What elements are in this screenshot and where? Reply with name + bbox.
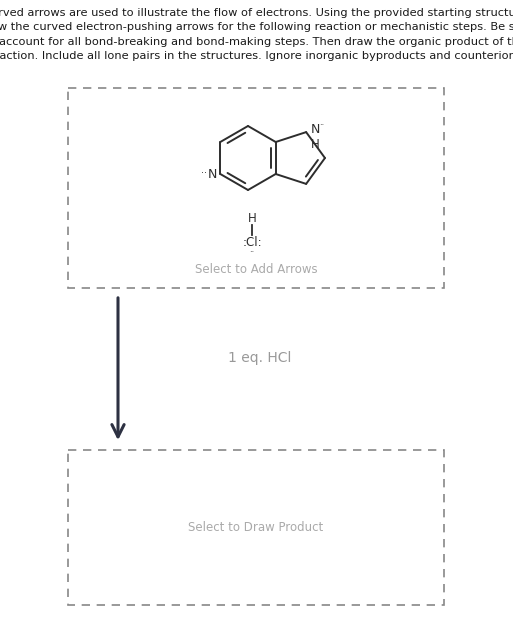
Text: N: N — [208, 169, 217, 182]
Text: ··: ·· — [249, 249, 254, 258]
Text: ··: ·· — [201, 168, 207, 178]
Text: N: N — [310, 123, 320, 136]
Text: Select to Add Arrows: Select to Add Arrows — [195, 263, 318, 276]
Text: :Cl:: :Cl: — [242, 236, 262, 249]
Text: H: H — [248, 211, 256, 225]
Text: H: H — [311, 137, 320, 151]
Bar — [68, 88, 444, 288]
Bar — [68, 450, 444, 605]
Text: ··: ·· — [320, 122, 325, 131]
Text: 1 eq. HCl: 1 eq. HCl — [228, 351, 292, 365]
Text: Curved arrows are used to illustrate the flow of electrons. Using the provided s: Curved arrows are used to illustrate the… — [0, 8, 513, 61]
Text: Select to Draw Product: Select to Draw Product — [188, 521, 324, 534]
